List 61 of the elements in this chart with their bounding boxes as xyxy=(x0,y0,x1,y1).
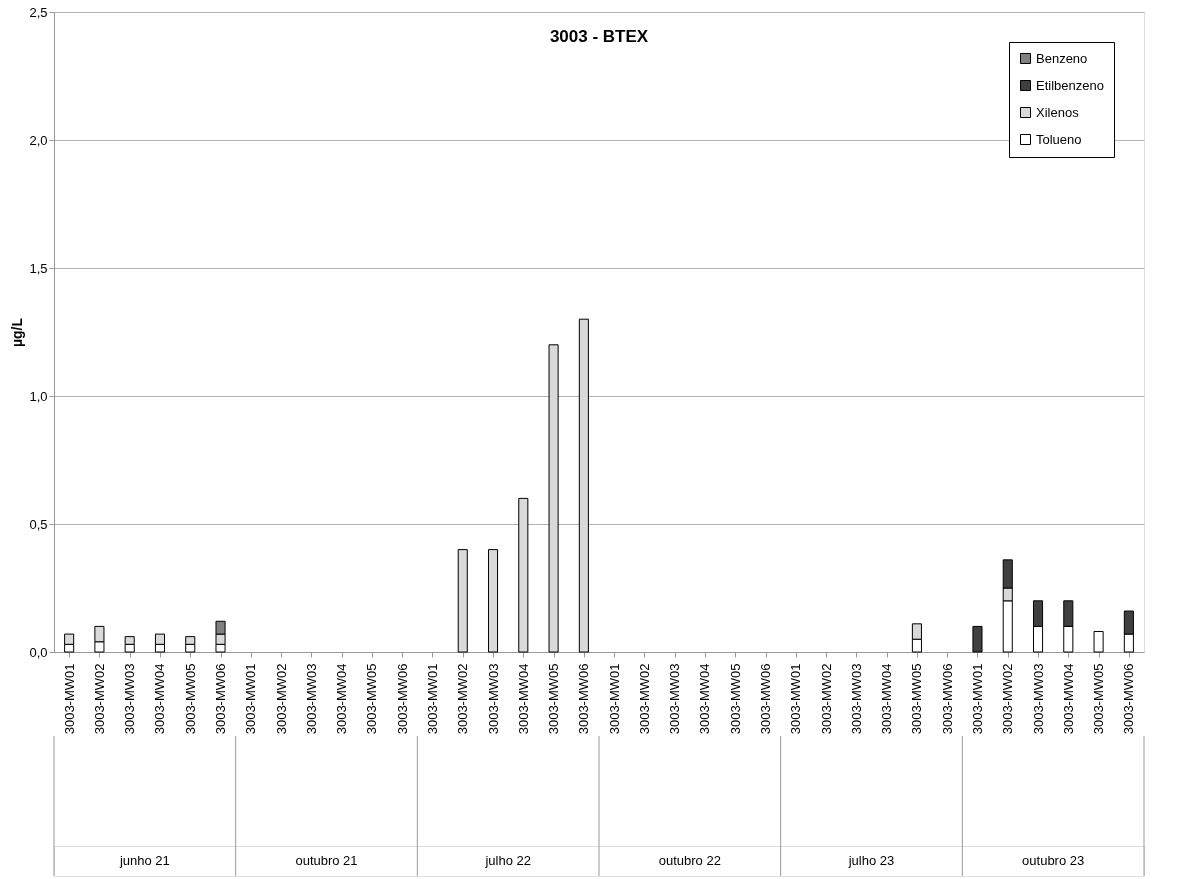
x-tick-label: 3003-MW04 xyxy=(334,663,350,735)
x-tick-label: 3003-MW02 xyxy=(818,663,834,735)
bar xyxy=(487,549,499,653)
bar xyxy=(972,625,983,653)
bar xyxy=(578,318,589,653)
x-tick-label: 3003-MW02 xyxy=(636,663,652,735)
x-tick-label: 3003-MW02 xyxy=(273,663,289,735)
x-tick-label: 3003-MW01 xyxy=(969,663,985,735)
y-tick-label: 2,5 xyxy=(29,4,48,20)
text: outubro 23 xyxy=(1022,853,1085,868)
x-tick-label: 3003-MW06 xyxy=(1121,663,1137,735)
text: outubro 21 xyxy=(295,853,358,868)
x-tick-label: 3003-MW04 xyxy=(515,663,531,735)
x-tick-label: 3003-MW06 xyxy=(394,663,410,735)
y-tick-label: 1,5 xyxy=(29,260,48,276)
x-tick-label: 3003-MW06 xyxy=(576,663,592,735)
bar xyxy=(1093,631,1104,653)
x-tick-label: 3003-MW05 xyxy=(364,663,380,735)
bar xyxy=(548,344,559,653)
x-tick-label: 3003-MW06 xyxy=(213,663,229,735)
text: outubro 22 xyxy=(658,853,721,868)
legend-label: Tolueno xyxy=(1036,131,1082,147)
x-tick-label: 3003-MW02 xyxy=(91,663,107,735)
x-tick-label: 3003-MW02 xyxy=(455,663,471,735)
y-tick-label: 0,0 xyxy=(29,644,48,660)
x-tick-label: 3003-MW05 xyxy=(182,663,198,735)
x-tick-label: 3003-MW05 xyxy=(727,663,743,735)
x-tick-label: 3003-MW04 xyxy=(879,663,895,735)
bar xyxy=(518,497,529,653)
x-tick-label: 3003-MW05 xyxy=(1091,663,1107,735)
text: junho 21 xyxy=(118,853,170,868)
x-tick-label: 3003-MW05 xyxy=(546,663,562,735)
x-tick-label: 3003-MW01 xyxy=(61,663,77,735)
x-tick-label: 3003-MW06 xyxy=(758,663,774,735)
text: 3003 - BTEX xyxy=(549,27,649,46)
legend-label: Xilenos xyxy=(1036,104,1080,120)
x-tick-label: 3003-MW03 xyxy=(1030,663,1046,735)
y-tick-label: 1,0 xyxy=(29,388,48,404)
y-tick-label: 2,0 xyxy=(29,132,48,148)
bar xyxy=(457,549,468,653)
x-tick-label: 3003-MW03 xyxy=(848,663,864,735)
x-tick-label: 3003-MW05 xyxy=(909,663,925,735)
x-tick-label: 3003-MW03 xyxy=(485,663,501,735)
x-tick-label: 3003-MW01 xyxy=(243,663,259,735)
legend-label: Etilbenzeno xyxy=(1036,77,1104,93)
x-tick-label: 3003-MW02 xyxy=(1000,663,1016,735)
x-tick-label: 3003-MW01 xyxy=(424,663,440,735)
legend-label: Benzeno xyxy=(1036,50,1088,66)
x-tick-label: 3003-MW04 xyxy=(1060,663,1076,735)
x-tick-label: 3003-MW01 xyxy=(606,663,622,735)
x-tick-label: 3003-MW01 xyxy=(788,663,804,735)
x-tick-label: 3003-MW04 xyxy=(697,663,713,735)
x-tick-label: 3003-MW03 xyxy=(667,663,683,735)
x-tick-label: 3003-MW06 xyxy=(939,663,955,735)
x-tick-label: 3003-MW03 xyxy=(122,663,138,735)
x-tick-label: 3003-MW03 xyxy=(303,663,319,735)
text: julho 22 xyxy=(484,853,531,868)
text: julho 23 xyxy=(847,853,895,868)
y-tick-label: 0,5 xyxy=(29,516,48,532)
x-tick-label: 3003-MW04 xyxy=(152,663,168,735)
y-axis-title: µg/L xyxy=(9,317,26,348)
